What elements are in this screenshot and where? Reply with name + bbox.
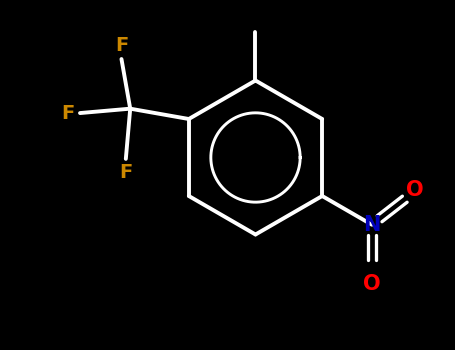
Text: F: F xyxy=(115,36,128,55)
Text: N: N xyxy=(363,215,380,235)
Text: F: F xyxy=(61,104,75,122)
Text: O: O xyxy=(406,180,424,201)
Text: O: O xyxy=(363,274,381,294)
Text: F: F xyxy=(119,163,132,182)
